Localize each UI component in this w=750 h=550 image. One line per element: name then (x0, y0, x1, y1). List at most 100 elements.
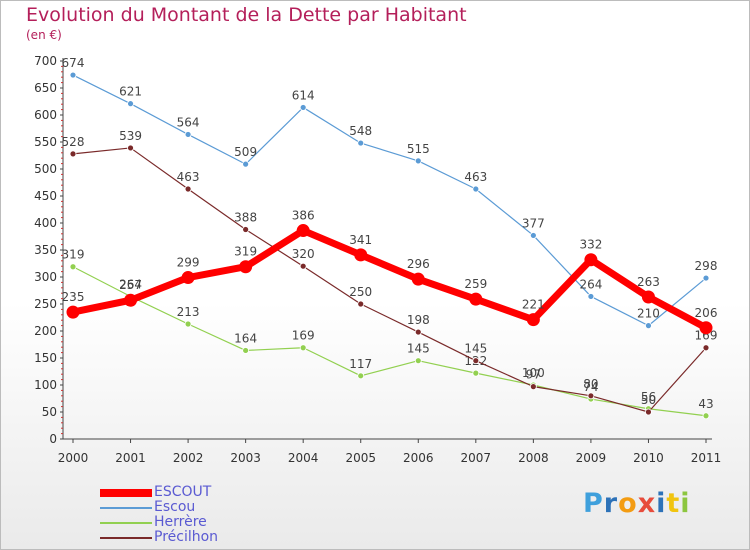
data-label: 299 (177, 256, 200, 270)
data-label: 386 (292, 209, 315, 223)
data-point (645, 408, 652, 416)
data-point (299, 344, 307, 352)
data-point (66, 305, 80, 319)
data-label: 169 (292, 329, 315, 343)
chart-unit-label: (en €) (26, 28, 62, 42)
logo-letter: i (680, 488, 691, 519)
chart-title: Evolution du Montant de la Dette par Hab… (26, 4, 467, 26)
data-label: 463 (177, 170, 200, 184)
legend-item: Herrère (100, 514, 260, 530)
data-label: 259 (464, 277, 487, 291)
data-label: 145 (464, 342, 487, 356)
data-label: 388 (234, 210, 257, 224)
legend-item: Escou (100, 499, 260, 515)
x-tick-label: 2010 (633, 451, 664, 465)
data-point (472, 369, 480, 377)
legend-item: Précilhon (100, 529, 260, 545)
x-tick-label: 2000 (58, 451, 89, 465)
logo-letter: x (637, 488, 657, 519)
x-tick-label: 2011 (691, 451, 722, 465)
legend-swatch (100, 488, 152, 497)
logo-letter: o (618, 488, 638, 519)
data-label: 341 (349, 233, 372, 247)
x-tick-label: 2007 (461, 451, 492, 465)
data-point (699, 321, 713, 335)
data-point (702, 274, 710, 282)
data-point (641, 290, 655, 304)
data-point (357, 300, 365, 308)
data-label: 515 (407, 142, 430, 156)
data-label: 80 (583, 377, 598, 391)
data-point (645, 322, 652, 330)
data-point (357, 139, 365, 147)
data-point (414, 357, 422, 365)
y-tick-label: 100 (34, 378, 57, 392)
data-point (184, 185, 192, 193)
legend-item: ESCOUT (100, 484, 260, 500)
data-label: 319 (234, 245, 257, 259)
data-point (127, 144, 134, 152)
data-label: 145 (407, 342, 430, 356)
y-tick-label: 0 (49, 432, 57, 446)
y-tick-label: 350 (34, 243, 57, 257)
data-label: 43 (698, 397, 713, 411)
data-label: 319 (62, 248, 85, 262)
data-point (584, 253, 598, 267)
data-label: 257 (119, 278, 142, 292)
legend-swatch (100, 506, 152, 509)
data-point (469, 292, 483, 306)
data-point (702, 412, 710, 420)
legend-label: Escou (154, 499, 196, 515)
y-tick-label: 450 (34, 189, 57, 203)
data-label: 298 (695, 259, 718, 273)
data-label: 463 (464, 170, 487, 184)
data-point (587, 293, 595, 300)
data-point (354, 248, 368, 262)
data-point (702, 344, 710, 352)
data-point (69, 71, 77, 79)
proxiti-logo: Proxiti (583, 488, 691, 519)
data-point (296, 224, 310, 238)
data-label: 164 (234, 331, 257, 345)
data-point (411, 272, 425, 286)
data-label: 548 (349, 124, 372, 138)
data-label: 564 (177, 115, 200, 129)
data-point (242, 160, 250, 168)
data-point (414, 328, 422, 336)
x-tick-label: 2004 (288, 451, 319, 465)
y-tick-label: 600 (34, 108, 57, 122)
data-point (529, 232, 537, 239)
data-label: 539 (119, 129, 142, 143)
data-point (242, 226, 250, 233)
y-tick-label: 550 (34, 135, 57, 149)
data-point (69, 150, 77, 158)
data-label: 169 (695, 329, 718, 343)
series-line-escout (69, 227, 710, 332)
legend-swatch (100, 536, 152, 539)
data-point (124, 293, 138, 307)
series-line-herrère (72, 266, 707, 417)
data-label: 74 (583, 380, 598, 394)
data-point (181, 271, 195, 285)
y-tick-label: 50 (42, 405, 57, 419)
data-point (299, 104, 307, 111)
data-point (357, 372, 365, 380)
legend-label: Précilhon (154, 529, 219, 545)
data-point (472, 357, 480, 365)
x-tick-label: 2006 (403, 451, 434, 465)
data-label: 100 (522, 366, 545, 380)
y-tick-label: 400 (34, 216, 57, 230)
data-label: 621 (119, 85, 142, 99)
data-point (587, 392, 595, 400)
data-point (529, 383, 537, 391)
data-point (299, 262, 307, 270)
y-tick-label: 650 (34, 81, 57, 95)
logo-letter: t (666, 488, 681, 519)
x-tick-label: 2001 (115, 451, 146, 465)
x-tick-label: 2002 (173, 451, 204, 465)
data-label: 210 (637, 307, 660, 321)
logo-letter: i (656, 488, 667, 519)
chart-legend: ESCOUT Escou Herrère Précilhon (100, 484, 260, 545)
data-label: 213 (177, 305, 200, 319)
